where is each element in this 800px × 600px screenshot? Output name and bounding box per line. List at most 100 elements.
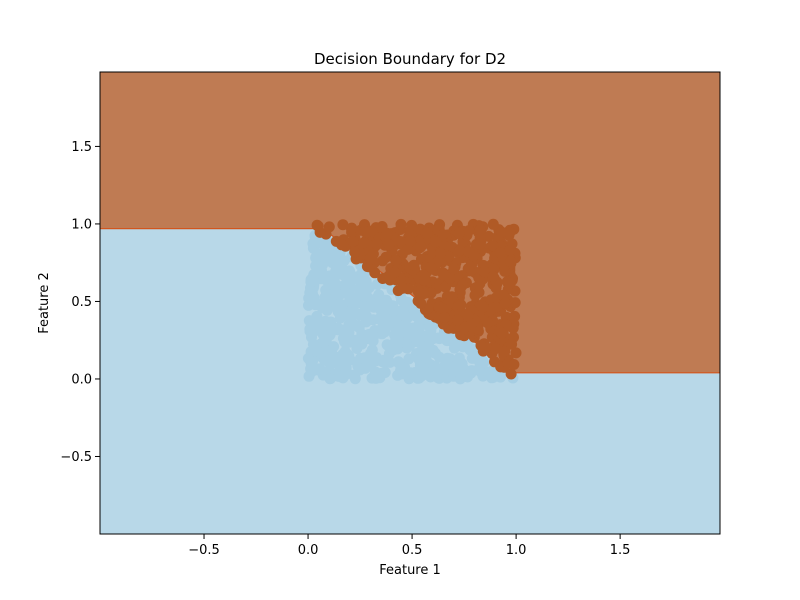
scatter-point-class-1 [397,282,409,294]
scatter-point-class-0 [319,252,331,264]
scatter-point-class-0 [378,367,390,379]
scatter-point-class-0 [323,354,335,366]
scatter-point-class-0 [341,356,353,368]
scatter-point-class-0 [311,344,323,356]
scatter-point-class-0 [346,310,358,322]
scatter-point-class-1 [358,237,370,249]
class-0-points [302,230,519,385]
scatter-point-class-0 [409,309,421,321]
y-axis-label: Feature 2 [37,272,52,334]
scatter-point-class-1 [408,259,420,271]
class-1-points [311,218,522,380]
scatter-point-class-1 [421,227,433,239]
scatter-point-class-0 [305,276,317,288]
scatter-point-class-1 [377,255,389,267]
scatter-point-class-0 [366,344,378,356]
scatter-point-class-0 [306,295,318,307]
scatter-point-class-1 [402,243,414,255]
scatter-point-class-0 [379,326,391,338]
scatter-point-class-1 [453,228,465,239]
scatter-point-class-1 [448,263,460,275]
scatter-point-class-1 [505,256,517,268]
scatter-point-class-0 [455,369,467,381]
scatter-point-class-0 [403,353,415,365]
scatter-point-class-1 [381,227,393,239]
x-tick-label: 1.0 [506,543,527,558]
scatter-point-class-1 [482,317,494,329]
scatter-point-class-1 [412,286,424,298]
scatter-point-class-1 [323,221,335,233]
scatter-point-class-1 [446,291,458,303]
scatter-point-class-1 [504,244,516,256]
scatter-point-class-1 [462,310,474,322]
scatter-point-class-1 [347,235,359,247]
scatter-point-class-0 [324,373,336,385]
scatter-point-class-0 [345,270,356,282]
scatter-point-class-1 [371,238,383,250]
scatter-point-class-1 [508,359,520,370]
x-tick-label: −0.5 [188,543,220,558]
scatter-point-class-0 [375,304,386,316]
scatter-point-class-0 [392,335,404,347]
scatter-point-class-0 [453,352,465,364]
x-tick-label: 0.0 [298,543,319,558]
scatter-point-class-1 [506,338,518,350]
x-tick-label: 0.5 [402,543,423,558]
scatter-point-class-1 [365,253,377,265]
x-tick-label: 1.5 [610,543,631,558]
scatter-point-class-0 [433,333,445,345]
scatter-point-class-1 [346,226,358,238]
scatter-point-class-1 [435,247,446,259]
scatter-point-class-0 [324,320,336,332]
scatter-point-class-0 [423,332,435,344]
scatter-point-class-1 [478,266,490,278]
scatter-point-class-0 [377,356,389,368]
scatter-point-class-0 [393,357,405,369]
scatter-point-class-1 [383,239,395,251]
scatter-point-class-1 [349,246,361,258]
scatter-point-class-0 [474,365,486,377]
scatter-point-class-1 [494,247,506,259]
scatter-point-class-1 [439,312,451,324]
scatter-point-class-1 [395,236,407,248]
y-tick-label: 1.5 [71,140,92,155]
scatter-point-class-1 [425,261,437,273]
scatter-point-class-1 [395,218,407,230]
scatter-point-class-1 [504,277,516,289]
chart-title: Decision Boundary for D2 [314,50,506,68]
scatter-point-class-1 [454,284,466,295]
scatter-point-class-0 [306,328,318,340]
scatter-point-class-0 [349,373,361,385]
scatter-point-class-0 [316,327,328,339]
scatter-point-class-0 [363,332,375,344]
scatter-point-class-0 [431,370,443,382]
plot-frame [99,71,721,535]
scatter-point-class-1 [454,245,466,256]
scatter-point-class-0 [415,345,427,357]
y-tick-label: 0.5 [71,295,92,310]
scatter-point-class-1 [312,220,324,232]
scatter-point-class-1 [406,219,418,231]
scatter-point-class-1 [415,241,426,253]
scatter-point-class-0 [303,370,315,382]
scatter-point-class-0 [341,368,353,380]
scatter-point-class-0 [450,339,462,351]
scatter-point-class-1 [483,230,495,242]
scatter-point-class-1 [361,226,373,238]
scatter-point-class-0 [302,352,314,364]
plot-area [100,72,720,534]
scatter-point-class-1 [337,219,349,231]
scatter-point-class-0 [341,288,353,300]
scatter-point-class-1 [419,274,431,286]
scatter-point-class-1 [452,314,464,326]
scatter-point-class-1 [496,226,508,238]
scatter-point-class-1 [440,281,451,293]
scatter-point-class-1 [499,345,511,357]
scatter-point-class-0 [360,310,372,322]
y-tick-label: 0.0 [71,372,92,387]
scatter-point-class-0 [365,299,377,311]
scatter-point-class-1 [490,343,502,355]
scatter-point-class-0 [441,357,453,369]
scatter-point-class-0 [303,315,315,327]
y-tick-label: 1.0 [71,217,92,232]
